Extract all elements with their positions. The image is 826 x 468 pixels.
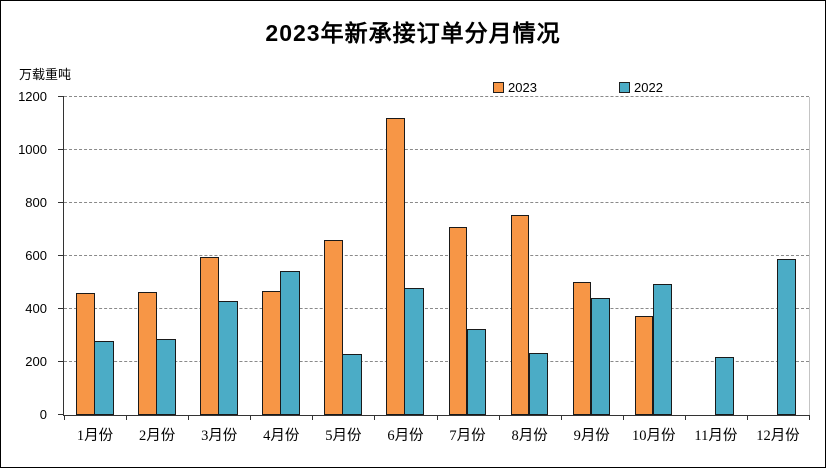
- legend-item-2023: 2023: [493, 79, 537, 95]
- category-group-8月份: 8月份: [499, 97, 561, 444]
- y-axis-label-1200: 1200: [18, 89, 47, 104]
- y-axis-tick-200: [58, 361, 64, 362]
- y-axis-label-800: 800: [25, 195, 47, 210]
- chart-title: 2023年新承接订单分月情况: [265, 20, 561, 46]
- x-axis-tick-7: [498, 415, 500, 420]
- x-axis-label-12月份: 12月份: [756, 428, 800, 444]
- gridline-600: [64, 255, 809, 256]
- bar-2023-2月份: [138, 292, 157, 415]
- bar-2022-4月份: [280, 270, 300, 415]
- bar-2022-5月份: [342, 354, 362, 415]
- y-axis-tick-1000: [58, 149, 64, 150]
- category-group-2月份: 2月份: [126, 97, 188, 444]
- legend-swatch-2023-icon: [493, 81, 504, 93]
- legend-item-2022: 2022: [619, 79, 663, 95]
- x-axis-tick-0: [64, 415, 65, 420]
- bar-2023-1月份: [76, 293, 95, 415]
- legend-label-2023: 2023: [508, 79, 537, 95]
- plot-area: 0 200 400 600 800 1000 1200 1月份 2月份 3月份 4月份 5月份 6月份 7…: [18, 89, 810, 444]
- x-axis-tick-end: [809, 415, 810, 420]
- bar-2022-2月份: [156, 339, 176, 415]
- x-axis-label-11月份: 11月份: [694, 428, 738, 444]
- x-axis-label-9月份: 9月份: [573, 428, 610, 444]
- category-group-6月份: 6月份: [374, 97, 436, 444]
- bar-2022-6月份: [404, 288, 424, 415]
- bar-2022-8月份: [528, 353, 549, 415]
- x-axis-tick-5: [374, 415, 376, 420]
- gridline-1200: [64, 96, 809, 97]
- gridline-200: [64, 361, 809, 362]
- bar-2023-8月份: [510, 214, 530, 415]
- bar-2022-12月份: [776, 258, 797, 415]
- bar-2023-7月份: [448, 227, 467, 415]
- gridline-800: [64, 202, 809, 203]
- y-axis-unit-label: 万载重吨: [19, 67, 72, 82]
- x-axis-label-10月份: 10月份: [632, 428, 676, 444]
- x-axis-tick-8: [560, 415, 562, 420]
- y-axis-label-600: 600: [25, 248, 47, 263]
- bar-2023-3月份: [200, 257, 219, 415]
- x-axis-label-2月份: 2月份: [138, 428, 176, 444]
- x-axis-tick-11: [746, 415, 748, 420]
- x-axis-label-1月份: 1月份: [76, 428, 114, 444]
- y-axis-tick-800: [58, 202, 64, 203]
- y-axis-tick-600: [58, 255, 64, 256]
- x-axis-label-3月份: 3月份: [201, 428, 238, 444]
- category-group-10月份: 10月份: [623, 97, 685, 444]
- x-axis-tick-9: [622, 415, 624, 420]
- x-axis-tick-10: [684, 415, 686, 420]
- category-group-11月份: 11月份: [685, 97, 747, 444]
- bar-2022-1月份: [94, 340, 114, 415]
- bar-2022-3月份: [218, 301, 238, 415]
- bar-2023-6月份: [386, 117, 405, 415]
- category-group-4月份: 4月份: [250, 97, 312, 444]
- y-axis-tick-1200: [58, 96, 64, 97]
- gridline-400: [64, 308, 809, 309]
- y-axis-label-400: 400: [25, 301, 47, 316]
- bar-2022-7月份: [466, 329, 486, 415]
- category-group-5月份: 5月份: [312, 97, 374, 444]
- bar-2023-5月份: [324, 240, 343, 415]
- x-axis-tick-3: [250, 415, 252, 420]
- bar-2022-9月份: [590, 298, 611, 415]
- legend-swatch-2022-icon: [619, 81, 630, 93]
- x-axis-label-4月份: 4月份: [263, 428, 300, 444]
- x-axis-tick-6: [436, 415, 438, 420]
- category-group-1月份: 1月份: [64, 97, 126, 444]
- gridline-1000: [64, 149, 809, 150]
- bar-2023-9月份: [572, 281, 592, 415]
- bar-2022-11月份: [714, 356, 735, 415]
- x-axis-label-6月份: 6月份: [387, 428, 424, 444]
- category-group-7月份: 7月份: [437, 97, 499, 444]
- legend-label-2022: 2022: [634, 79, 663, 95]
- x-axis-label-8月份: 8月份: [511, 428, 548, 444]
- y-axis-tick-0: [58, 414, 64, 415]
- bar-2023-4月份: [262, 291, 281, 415]
- x-axis-tick-4: [312, 415, 314, 420]
- bar-2022-10月份: [652, 283, 673, 415]
- y-axis-tick-400: [58, 308, 64, 309]
- y-axis-label-1000: 1000: [18, 142, 47, 157]
- x-axis-tick-2: [188, 415, 190, 420]
- y-axis-label-0: 0: [39, 407, 47, 422]
- x-axis-label-5月份: 5月份: [325, 428, 362, 444]
- y-axis-label-200: 200: [25, 354, 47, 369]
- category-group-9月份: 9月份: [561, 97, 623, 444]
- x-axis-label-7月份: 7月份: [449, 428, 486, 444]
- bar-2023-10月份: [634, 316, 654, 415]
- x-axis-tick-1: [126, 415, 128, 420]
- category-group-3月份: 3月份: [188, 97, 250, 444]
- category-group-12月份: 12月份: [747, 97, 809, 444]
